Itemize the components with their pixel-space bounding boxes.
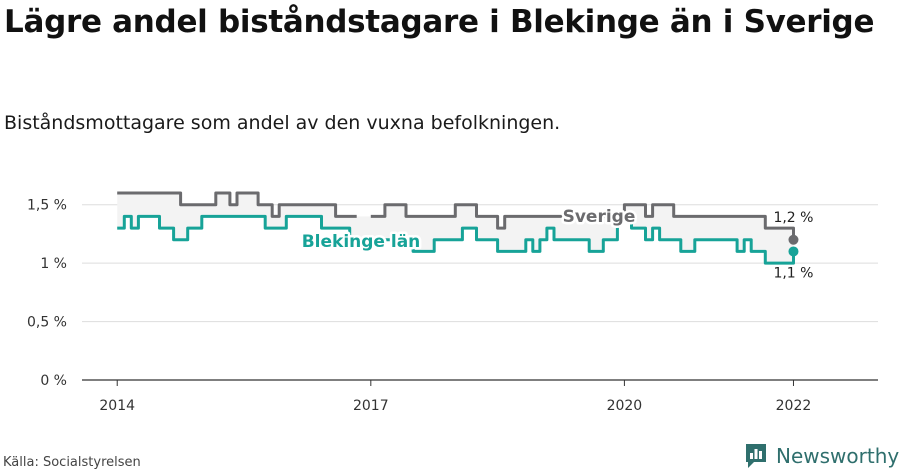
- y-tick-label: 1,5 %: [27, 198, 67, 214]
- x-tick-label: 2014: [99, 398, 135, 414]
- x-tick-label: 2020: [607, 398, 643, 414]
- brand-logo: Newsworthy: [744, 441, 899, 471]
- end-label-blekinge: 1,1 %: [773, 265, 813, 281]
- chart-subtitle: Biståndsmottagare som andel av den vuxna…: [4, 112, 561, 134]
- x-tick-label: 2022: [776, 398, 812, 414]
- y-tick-label: 0 %: [40, 373, 67, 389]
- sverige-line: [117, 191, 357, 218]
- brand-name: Newsworthy: [776, 444, 900, 468]
- sverige-line-end-point: [788, 234, 799, 245]
- x-tick-label: 2017: [353, 398, 389, 414]
- source-note: Källa: Socialstyrelsen: [3, 455, 141, 470]
- axes: 0 % 0,5 % 1 % 1,5 % 2014 2017 2020 2022: [27, 198, 878, 414]
- y-tick-label: 0,5 %: [27, 315, 67, 331]
- sverige-line: [370, 203, 795, 240]
- blekinge-line-end-point: [788, 246, 799, 257]
- end-label-sverige: 1,2 %: [773, 210, 813, 226]
- series-label-blekinge: Blekinge län: [302, 232, 421, 252]
- labels: Sverige Blekinge län 1,2 % 1,1 %: [299, 205, 815, 284]
- series: [117, 191, 799, 265]
- chart-title: Lägre andel biståndstagare i Blekinge än…: [4, 4, 875, 40]
- newsworthy-logo-icon: [746, 444, 766, 468]
- y-tick-label: 1 %: [40, 256, 67, 272]
- blekinge-line: [117, 214, 795, 265]
- series-label-sverige: Sverige: [563, 207, 636, 227]
